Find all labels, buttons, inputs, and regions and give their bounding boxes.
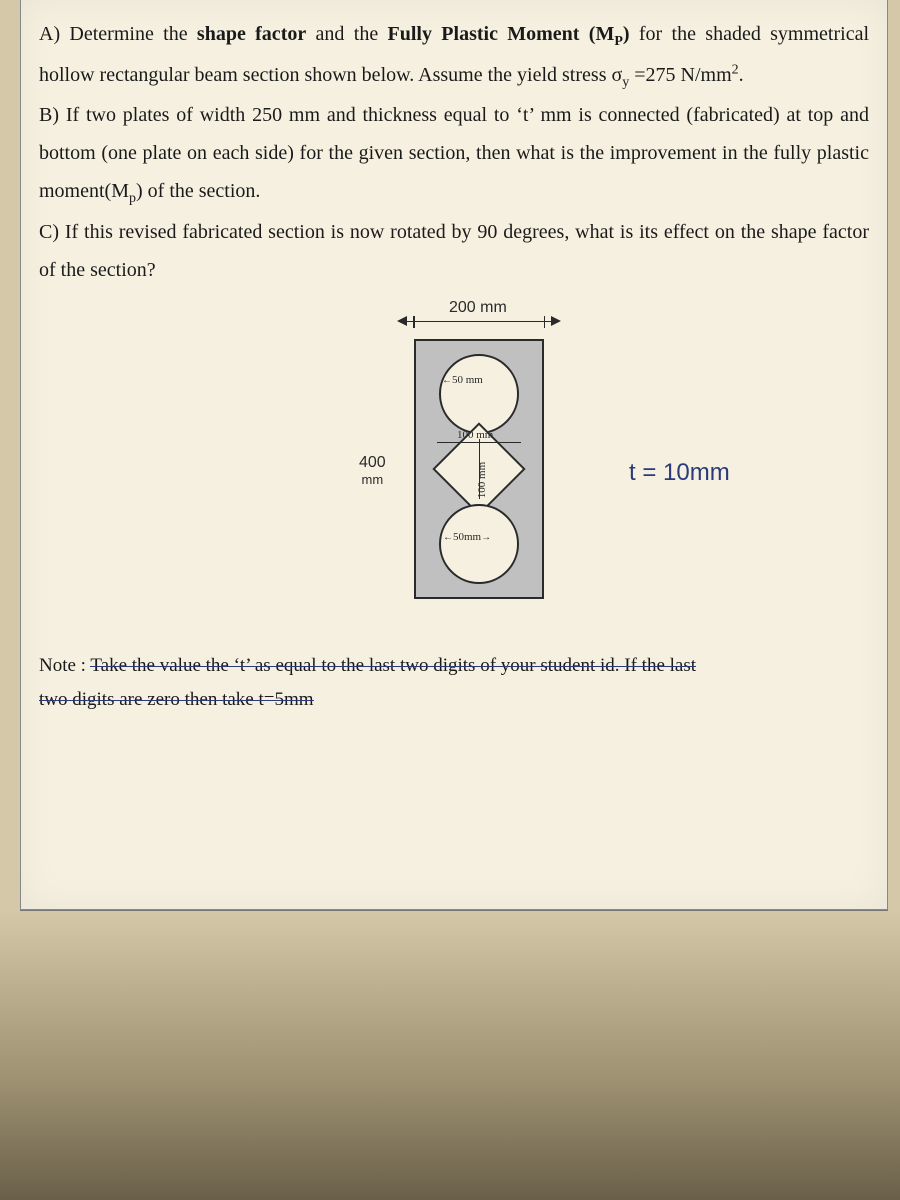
part-a-text: A) Determine the shape factor and the Fu… — [39, 15, 869, 96]
part-a-prefix: A) Determine the — [39, 23, 197, 45]
part-a-mid: and the — [306, 23, 387, 45]
t-value-handwritten: t = 10mm — [629, 459, 730, 487]
note-struck-1: Take the value the ‘t’ as equal to the l… — [90, 655, 696, 676]
mp-term: Fully Plastic Moment (MP) — [388, 23, 630, 45]
dim-height-label: 400 mm — [359, 454, 386, 487]
arrow-right-icon — [551, 316, 561, 326]
note-struck-2: two digits are zero then take t=5mm — [39, 689, 314, 710]
dim-line-width — [399, 321, 559, 322]
dim-diamond-side: 100 mm — [476, 462, 488, 498]
dim-circle-top: ←50 mm — [442, 374, 483, 386]
dim-width-label: 200 mm — [449, 299, 507, 317]
page-divider — [20, 910, 888, 911]
photo-shadow — [0, 910, 900, 1200]
arrow-left-icon — [397, 316, 407, 326]
part-c-text: C) If this revised fabricated section is… — [39, 213, 869, 289]
dim-circle-bot: ←50mm→ — [443, 531, 491, 543]
worksheet-page: A) Determine the shape factor and the Fu… — [20, 0, 888, 910]
shape-factor-term: shape factor — [197, 23, 306, 45]
note-text: Note : Take the value the ‘t’ as equal t… — [39, 649, 869, 717]
part-b-text: B) If two plates of width 250 mm and thi… — [39, 96, 869, 213]
beam-section-figure: 200 mm 400 mm ←50 mm 100 mm 100 mm ←50mm… — [39, 299, 869, 639]
note-prefix: Note : — [39, 655, 90, 676]
dim-diamond-diag: 100 mm — [457, 429, 493, 441]
hole-circle-bottom — [439, 504, 519, 584]
